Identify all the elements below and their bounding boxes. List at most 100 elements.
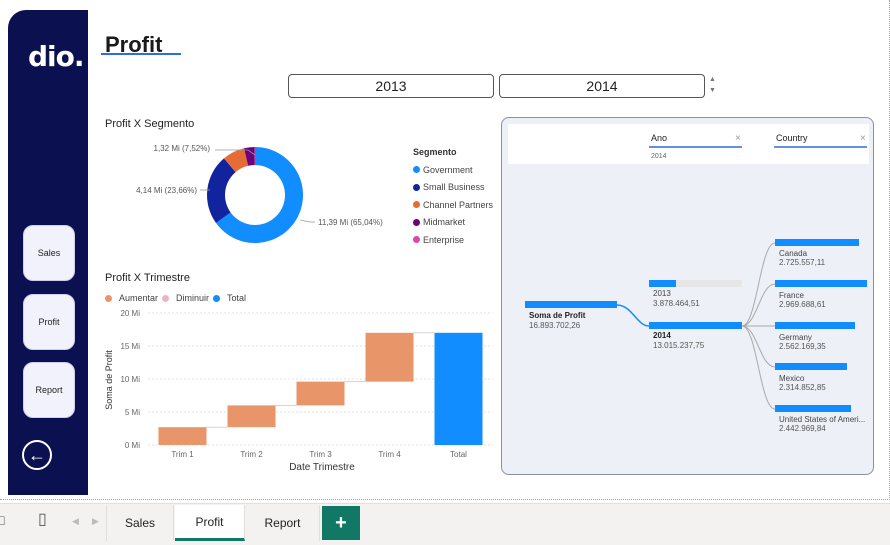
donut-slices (207, 147, 303, 243)
tree-country-france-value: 2.969.688,61 (779, 300, 826, 309)
sales-nav-button[interactable]: Sales (23, 225, 75, 281)
donut-slice-government[interactable] (215, 147, 303, 243)
add-page-button[interactable]: + (322, 506, 360, 540)
tree-year-2014-label: 2014 (653, 331, 671, 340)
legend-item-enterprise[interactable]: Enterprise (413, 231, 493, 249)
legend-dot (413, 166, 420, 174)
tree-field-ano-value: 2014 (651, 153, 667, 160)
tree-country-germany-value: 2.562.169,35 (779, 342, 826, 351)
desktop-view-icon[interactable]: □ (0, 512, 5, 528)
tree-year-2014-bar[interactable] (649, 322, 742, 329)
tree-country-mexico-bar[interactable] (775, 363, 847, 370)
tree-year-2014-value: 13.015.237,75 (653, 341, 705, 350)
tree-year-2013-value: 3.878.464,51 (653, 299, 700, 308)
tree-root-value: 16.893.702,26 (529, 321, 581, 330)
legend-label-total[interactable]: Total (227, 293, 247, 303)
tree-country-canada-bar[interactable] (775, 239, 859, 246)
donut-label-top: 1,32 Mi (7,52%) (154, 144, 211, 153)
tree-field-ano-close-icon[interactable]: × (735, 133, 741, 144)
tree-country-canada-value: 2.725.557,11 (779, 258, 826, 267)
tree-country-usa-bar[interactable] (775, 405, 851, 412)
tree-connector-mexico (741, 325, 776, 368)
page-tab-bar: □ ▯ ◀ ▶ Sales Profit Report + (0, 503, 890, 545)
report-nav-button[interactable]: Report (23, 362, 75, 418)
tree-connector-canada (741, 242, 776, 327)
tree-country-france-label: France (779, 291, 804, 300)
legend-label: Channel Partners (423, 199, 494, 210)
tree-country-mexico-value: 2.314.852,85 (779, 383, 826, 392)
legend-label: Government (423, 164, 473, 175)
tree-country-germany-label: Germany (779, 333, 812, 342)
y-tick-label: 0 Mi (125, 441, 140, 450)
waterfall-title: Profit X Trimestre (105, 272, 190, 284)
tab-profit[interactable]: Profit (175, 505, 245, 541)
x-tick-label: Trim 4 (378, 450, 401, 459)
year-to-input[interactable]: 2014 (499, 74, 705, 98)
legend-label-decrease[interactable]: Diminuir (176, 293, 210, 303)
donut-slice-midmarket[interactable] (244, 147, 255, 166)
donut-slice-channel-partners[interactable] (223, 148, 249, 173)
y-tick-label: 5 Mi (125, 408, 140, 417)
tree-year-2013-track (649, 280, 742, 287)
back-arrow-icon[interactable]: ← (22, 440, 52, 470)
legend-label: Midmarket (423, 217, 466, 228)
legend-dot-decrease (162, 294, 170, 302)
donut-label-left: 4,14 Mi (23,66%) (136, 186, 197, 195)
next-page-icon[interactable]: ▶ (92, 516, 99, 526)
waterfall-bar-total[interactable] (434, 332, 483, 445)
donut-label-right: 11,39 Mi (65,04%) (318, 218, 383, 227)
tree-country-usa-value: 2.442.969,84 (779, 424, 826, 433)
tree-root-label: Soma de Profit (529, 311, 586, 320)
legend-item-channel-partners[interactable]: Channel Partners (413, 196, 493, 214)
waterfall-bar-trim-4[interactable] (365, 332, 414, 382)
tree-root-bar[interactable] (525, 301, 617, 308)
tree-field-country: Country (776, 133, 808, 143)
year-spinner[interactable]: ▲ ▼ (709, 74, 716, 96)
tree-connector-france (741, 283, 776, 327)
tree-year-2013-bar[interactable] (649, 280, 676, 287)
waterfall-bar-trim-3[interactable] (296, 381, 345, 406)
mobile-view-icon[interactable]: ▯ (38, 511, 47, 528)
decomposition-tree: Ano × 2014 Country × Soma de Profit 16.8… (501, 117, 874, 475)
tree-field-country-close-icon[interactable]: × (860, 133, 866, 144)
legend-title: Segmento (413, 147, 457, 157)
legend-item-small-business[interactable]: Small Business (413, 179, 493, 197)
donut-chart: 1,32 Mi (7,52%) 4,14 Mi (23,66%) 11,39 M… (136, 144, 383, 243)
tree-country-canada-label: Canada (779, 249, 808, 258)
chevron-down-icon[interactable]: ▼ (709, 87, 716, 94)
waterfall-x-label: Date Trimestre (289, 462, 355, 473)
legend-item-government[interactable]: Government (413, 161, 493, 179)
tree-country-usa-label: United States of Ameri... (779, 415, 865, 424)
tree-country-germany-bar[interactable] (775, 322, 855, 329)
prev-page-icon[interactable]: ◀ (72, 516, 79, 526)
waterfall-y-label: Soma de Profit (104, 350, 114, 410)
chevron-up-icon[interactable]: ▲ (709, 76, 716, 83)
tree-country-france-bar[interactable] (775, 280, 867, 287)
legend-label: Enterprise (423, 234, 465, 245)
y-tick-label: 20 Mi (120, 309, 140, 318)
title-underline (101, 53, 181, 55)
y-tick-label: 10 Mi (120, 375, 140, 384)
dio-logo: dio. (28, 40, 85, 73)
legend-label: Small Business (423, 182, 485, 193)
year-from-input[interactable]: 2013 (288, 74, 494, 98)
waterfall-bar-trim-2[interactable] (227, 405, 276, 428)
donut-title: Profit X Segmento (105, 118, 195, 130)
legend-dot (413, 201, 420, 209)
tab-report[interactable]: Report (246, 505, 320, 541)
tree-header (508, 124, 869, 164)
tree-year-2013-label: 2013 (653, 289, 671, 298)
tree-connector-root (616, 304, 650, 327)
donut-slice-small-business[interactable] (207, 158, 236, 223)
legend-label-increase[interactable]: Aumentar (119, 293, 159, 303)
waterfall-legend: Aumentar Diminuir Total (105, 293, 246, 303)
legend-item-midmarket[interactable]: Midmarket (413, 214, 493, 232)
leader-line-top (215, 149, 256, 156)
tab-sales[interactable]: Sales (106, 505, 174, 541)
waterfall-bar-trim-1[interactable] (158, 427, 207, 445)
y-tick-label: 15 Mi (120, 342, 140, 351)
donut-legend: Segmento Government Small Business Chann… (413, 147, 493, 249)
x-tick-label: Trim 1 (171, 450, 194, 459)
profit-nav-button[interactable]: Profit (23, 294, 75, 350)
